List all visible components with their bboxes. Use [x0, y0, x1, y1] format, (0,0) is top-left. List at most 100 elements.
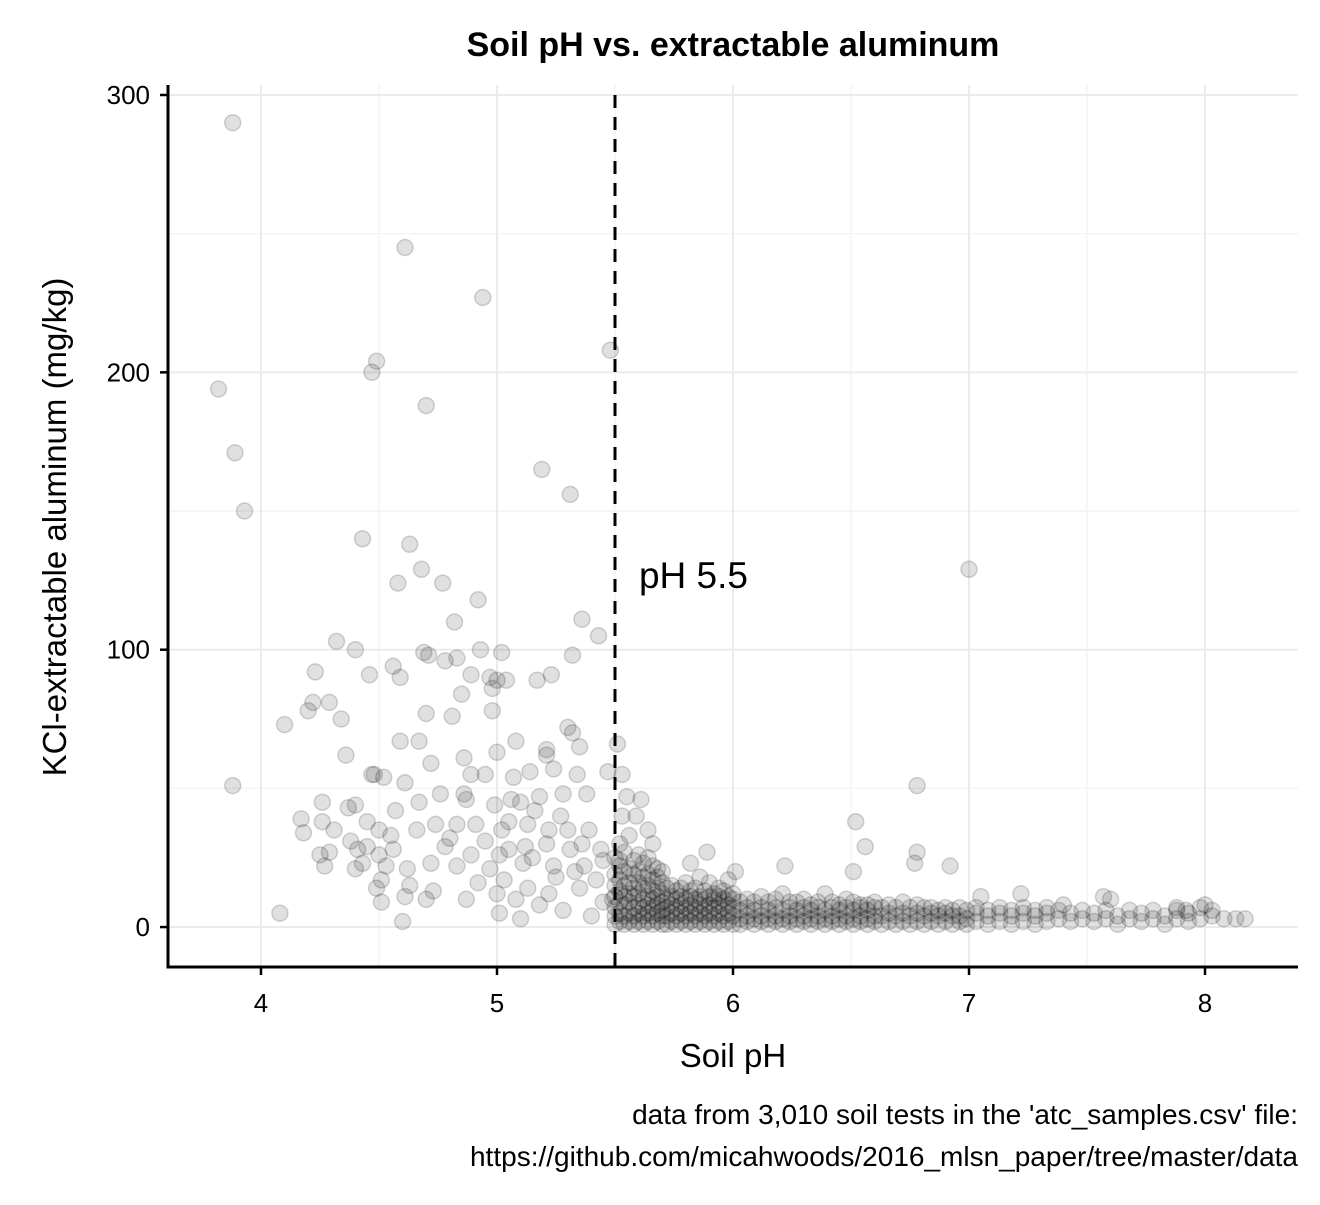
data-point [594, 851, 612, 870]
data-point [629, 873, 648, 892]
data-point [634, 915, 653, 934]
data-point [639, 887, 657, 906]
data-point [372, 893, 391, 911]
data-point [1014, 898, 1033, 917]
data-point [514, 854, 532, 873]
data-point [613, 765, 631, 784]
data-point [570, 738, 589, 756]
data-point [731, 909, 749, 928]
data-point [528, 671, 546, 689]
data-point [691, 896, 709, 914]
x-tick-label: 6 [726, 988, 740, 1018]
data-point [544, 760, 563, 778]
data-point [358, 812, 376, 831]
data-point [644, 882, 662, 900]
data-point [1026, 907, 1044, 925]
data-point [795, 898, 813, 917]
data-point [426, 815, 445, 834]
data-point [894, 893, 912, 911]
data-point [1167, 898, 1186, 917]
data-point [648, 887, 667, 906]
data-point [653, 915, 671, 934]
data-point [275, 715, 294, 734]
data-point [563, 724, 582, 742]
data-point [544, 857, 563, 875]
x-axis-label: Soil pH [680, 1037, 786, 1074]
data-point [858, 896, 877, 914]
data-point [304, 693, 322, 712]
data-point [346, 796, 365, 814]
data-point [410, 793, 428, 811]
data-point [653, 885, 671, 903]
data-point [537, 835, 556, 853]
data-point [837, 912, 856, 931]
data-point [644, 871, 662, 889]
data-point [582, 907, 601, 925]
data-point [448, 649, 466, 667]
data-point [677, 873, 695, 892]
data-point [353, 530, 372, 548]
data-point [476, 832, 494, 850]
data-point [634, 879, 653, 897]
data-point [686, 898, 704, 917]
data-point [1038, 898, 1056, 917]
data-point [773, 909, 792, 928]
data-point [880, 904, 898, 922]
data-point [681, 912, 700, 931]
data-point [719, 871, 738, 889]
data-point [776, 857, 794, 875]
data-point [1167, 901, 1186, 920]
data-point [1038, 912, 1056, 931]
data-point [348, 840, 367, 859]
data-point [759, 901, 778, 920]
data-point [936, 904, 955, 922]
data-point [960, 560, 978, 579]
data-point [1085, 912, 1103, 931]
data-point [620, 873, 638, 892]
data-point [766, 898, 785, 917]
data-point [1108, 907, 1127, 925]
data-point [530, 896, 549, 914]
caption-line-2: https://github.com/micahwoods/2016_mlsn_… [470, 1141, 1298, 1172]
data-point [662, 904, 681, 922]
data-point [1073, 901, 1092, 920]
data-point [823, 893, 841, 911]
x-tick-label: 7 [962, 988, 976, 1018]
data-point [1203, 901, 1221, 920]
data-point [731, 901, 749, 920]
data-point [1012, 885, 1030, 903]
data-point [320, 843, 339, 861]
data-point [610, 851, 629, 870]
data-point [714, 898, 733, 917]
data-point [865, 907, 884, 925]
data-point [471, 640, 490, 659]
data-point [724, 898, 742, 917]
data-point [990, 912, 1009, 931]
data-point [566, 862, 584, 881]
data-point [620, 885, 638, 903]
data-point [1120, 901, 1139, 920]
data-point [223, 776, 242, 795]
data-point [710, 912, 728, 931]
data-point [710, 879, 728, 897]
data-point [634, 898, 653, 917]
data-point [589, 627, 608, 645]
data-point [719, 912, 738, 931]
data-point [492, 821, 511, 839]
data-point [620, 860, 638, 878]
data-point [667, 898, 686, 917]
data-point [1108, 915, 1127, 934]
data-point [922, 912, 940, 931]
data-point [620, 904, 638, 922]
data-point [719, 887, 738, 906]
data-point [880, 912, 898, 931]
data-point [469, 873, 487, 892]
data-point [695, 915, 714, 934]
data-point [941, 857, 959, 875]
data-point [644, 890, 662, 909]
data-point [433, 574, 452, 592]
data-point [738, 898, 756, 917]
data-point [967, 912, 985, 931]
data-point [1014, 904, 1033, 922]
